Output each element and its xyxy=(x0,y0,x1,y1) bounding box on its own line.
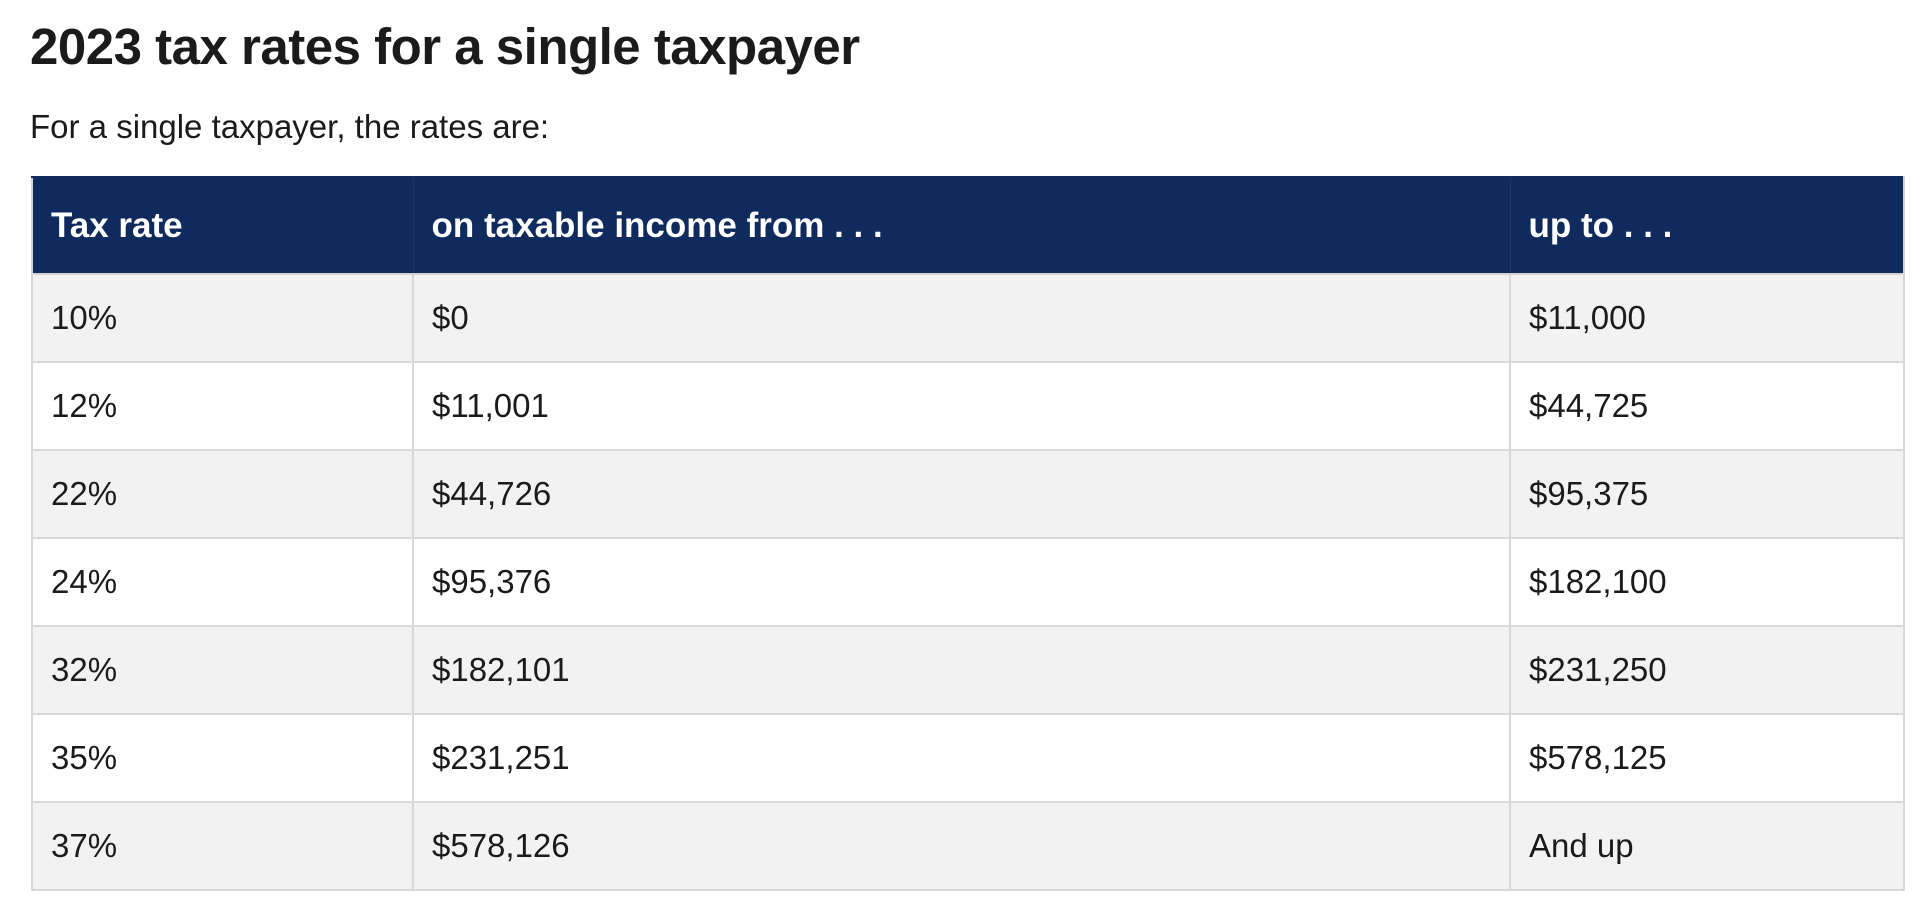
income-up-to-cell: $11,000 xyxy=(1509,273,1905,363)
table-row: 37% $578,126 And up xyxy=(31,801,1905,891)
table-row: 35% $231,251 $578,125 xyxy=(31,713,1905,803)
intro-text: For a single taxpayer, the rates are: xyxy=(30,108,550,145)
tax-rate-cell: 24% xyxy=(31,537,414,627)
table-header: Tax rate on taxable income from . . . up… xyxy=(31,176,1905,275)
income-from-cell: $0 xyxy=(412,273,1511,363)
income-up-to-cell: $182,100 xyxy=(1509,537,1905,627)
table-row: 32% $182,101 $231,250 xyxy=(31,625,1905,715)
income-from-cell: $578,126 xyxy=(412,801,1511,891)
tax-rate-cell: 37% xyxy=(31,801,414,891)
table-header-row: Tax rate on taxable income from . . . up… xyxy=(31,176,1905,275)
page-title: 2023 tax rates for a single taxpayer xyxy=(30,18,860,75)
income-from-cell: $44,726 xyxy=(412,449,1511,539)
income-from-cell: $182,101 xyxy=(412,625,1511,715)
table-row: 24% $95,376 $182,100 xyxy=(31,537,1905,627)
table-row: 12% $11,001 $44,725 xyxy=(31,361,1905,451)
column-header-up-to: up to . . . xyxy=(1509,176,1905,275)
tax-rate-cell: 35% xyxy=(31,713,414,803)
income-from-cell: $95,376 xyxy=(412,537,1511,627)
table-body: 10% $0 $11,000 12% $11,001 $44,725 22% $… xyxy=(31,273,1905,891)
income-up-to-cell: $44,725 xyxy=(1509,361,1905,451)
column-header-income-from: on taxable income from . . . xyxy=(412,176,1510,275)
tax-rates-table: Tax rate on taxable income from . . . up… xyxy=(31,176,1905,891)
income-from-cell: $231,251 xyxy=(412,713,1511,803)
income-up-to-cell: $231,250 xyxy=(1509,625,1905,715)
tax-rate-cell: 10% xyxy=(31,273,414,363)
income-up-to-cell: $578,125 xyxy=(1509,713,1905,803)
column-header-tax-rate: Tax rate xyxy=(31,176,413,275)
tax-rate-cell: 32% xyxy=(31,625,414,715)
tax-rate-cell: 22% xyxy=(31,449,414,539)
income-up-to-cell: And up xyxy=(1509,801,1905,891)
table-row: 10% $0 $11,000 xyxy=(31,273,1905,363)
income-from-cell: $11,001 xyxy=(412,361,1511,451)
tax-rate-cell: 12% xyxy=(31,361,414,451)
income-up-to-cell: $95,375 xyxy=(1509,449,1905,539)
table-row: 22% $44,726 $95,375 xyxy=(31,449,1905,539)
